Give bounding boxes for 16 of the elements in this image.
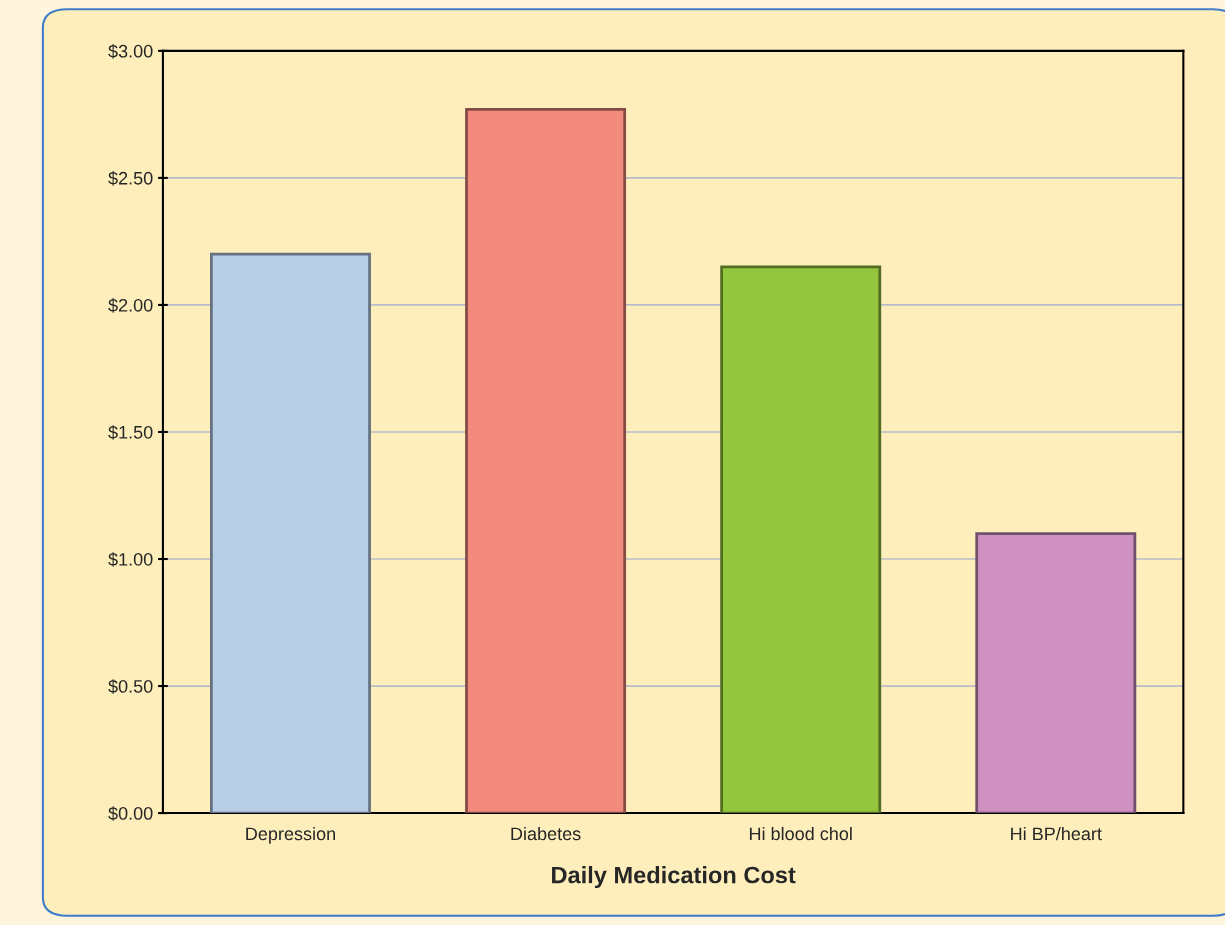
bar [720, 265, 882, 814]
x-tick-label: Depression [246, 826, 335, 844]
x-tick-label: Diabetes [511, 826, 581, 841]
y-tick-label: $3.00 [108, 44, 153, 59]
y-tick-label: $2.00 [108, 298, 153, 313]
y-tick-label: $1.00 [108, 552, 153, 567]
y-tick-label: $2.50 [108, 171, 153, 186]
x-tick-label: Hi BP/heart [1011, 826, 1102, 841]
y-tick-label: $1.50 [108, 425, 153, 440]
y-tick-label: $0.00 [108, 806, 153, 821]
bar [975, 532, 1137, 814]
bar [210, 252, 371, 814]
y-tick-label: $0.50 [108, 679, 153, 694]
bar [465, 107, 627, 814]
x-tick-label: Hi blood chol [749, 826, 852, 841]
x-axis-title: Daily Medication Cost [552, 866, 796, 889]
